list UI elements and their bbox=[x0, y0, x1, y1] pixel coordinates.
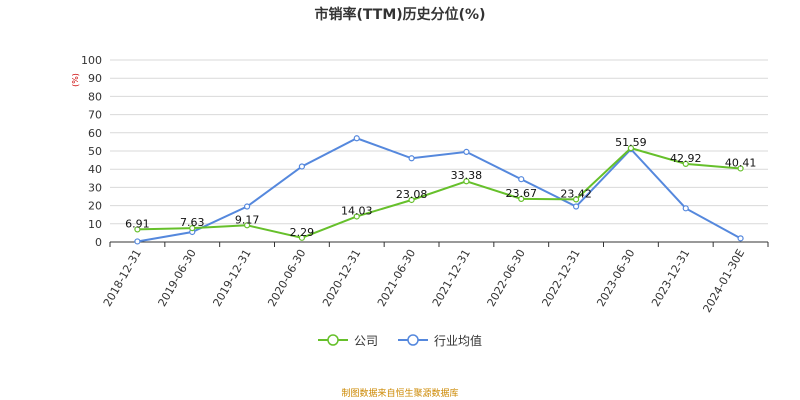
company-point bbox=[682, 160, 689, 167]
x-tick-label: 2023-12-31 bbox=[649, 247, 692, 309]
industry-point bbox=[518, 176, 525, 183]
x-tick-label: 2019-12-31 bbox=[210, 247, 253, 309]
company-line bbox=[137, 146, 741, 239]
data-label: 23.42 bbox=[560, 187, 592, 200]
data-label: 40.41 bbox=[725, 156, 757, 169]
chart-title: 市销率(TTM)历史分位(%) bbox=[314, 7, 486, 23]
y-unit-label: (%) bbox=[71, 73, 80, 87]
x-tick-label: 2024-01-30E bbox=[700, 247, 747, 315]
x-tick-label: 2021-12-31 bbox=[430, 247, 473, 309]
company-point bbox=[518, 195, 525, 203]
industry-point bbox=[353, 135, 360, 142]
data-label: 9.17 bbox=[235, 213, 260, 226]
industry-point bbox=[737, 235, 744, 242]
company-point bbox=[737, 165, 744, 172]
legend-item-company[interactable]: 公司 bbox=[317, 332, 378, 349]
y-tick-label: 80 bbox=[88, 90, 102, 103]
data-label: 51.59 bbox=[615, 136, 647, 149]
industry-point bbox=[463, 148, 470, 156]
company-point bbox=[243, 222, 251, 229]
legend: 公司 行业均值 bbox=[0, 330, 800, 350]
company-point bbox=[627, 145, 635, 152]
x-axis-ticks: 2018-12-31 2019-06-30 2019-12-31 2020-06-30… bbox=[101, 242, 769, 315]
data-label: 23.67 bbox=[506, 187, 538, 200]
x-tick-label: 2022-12-31 bbox=[539, 247, 582, 309]
industry-point bbox=[298, 163, 306, 170]
data-label: 23.08 bbox=[396, 188, 428, 201]
data-label: 6.91 bbox=[125, 217, 150, 230]
x-tick-label: 2020-06-30 bbox=[265, 247, 308, 309]
data-labels: 6.91 7.63 9.17 2.29 14.03 23.08 33.38 23.67 23.4… bbox=[125, 136, 756, 239]
y-tick-label: 0 bbox=[95, 236, 102, 249]
data-label: 14.03 bbox=[341, 204, 373, 217]
data-label: 7.63 bbox=[180, 216, 205, 229]
y-tick-label: 40 bbox=[88, 163, 102, 176]
y-tick-label: 90 bbox=[88, 72, 102, 85]
legend-marker-industry bbox=[398, 334, 428, 346]
source-note: 制图数据来自恒生聚源数据库 bbox=[341, 389, 459, 399]
industry-line bbox=[137, 137, 742, 243]
y-tick-label: 30 bbox=[88, 181, 102, 194]
grid-lines bbox=[110, 59, 768, 225]
y-axis-ticks: 0 10 20 30 40 50 60 70 80 90 100 bbox=[81, 54, 102, 249]
x-tick-label: 2020-12-31 bbox=[320, 247, 363, 309]
company-point bbox=[353, 213, 360, 220]
industry-point bbox=[408, 155, 415, 162]
industry-point bbox=[134, 238, 141, 245]
data-label: 33.38 bbox=[451, 169, 483, 182]
x-tick-label: 2022-06-30 bbox=[485, 247, 528, 309]
data-label: 42.92 bbox=[670, 152, 702, 165]
x-tick-label: 2018-12-31 bbox=[101, 247, 144, 309]
y-tick-label: 50 bbox=[88, 145, 102, 158]
company-point bbox=[189, 225, 196, 232]
company-point bbox=[298, 234, 306, 241]
x-tick-label: 2021-06-30 bbox=[375, 247, 418, 309]
y-tick-label: 70 bbox=[88, 109, 102, 122]
legend-item-industry[interactable]: 行业均值 bbox=[398, 332, 482, 349]
data-label: 2.29 bbox=[290, 226, 315, 239]
company-point bbox=[134, 226, 141, 233]
x-tick-label: 2019-06-30 bbox=[156, 247, 199, 309]
y-tick-label: 20 bbox=[88, 200, 102, 213]
series-lines bbox=[134, 135, 744, 245]
y-tick-label: 100 bbox=[81, 54, 102, 67]
industry-point bbox=[682, 205, 689, 212]
industry-point bbox=[572, 203, 580, 210]
legend-label-company: 公司 bbox=[353, 333, 378, 348]
x-tick-label: 2023-06-30 bbox=[594, 247, 637, 309]
industry-point bbox=[243, 203, 251, 210]
company-point bbox=[572, 196, 580, 203]
y-tick-label: 60 bbox=[88, 127, 102, 140]
company-point bbox=[408, 196, 415, 204]
legend-marker-company bbox=[317, 334, 348, 346]
company-point bbox=[463, 178, 470, 185]
legend-label-industry: 行业均值 bbox=[434, 333, 483, 348]
y-tick-label: 10 bbox=[88, 218, 102, 231]
